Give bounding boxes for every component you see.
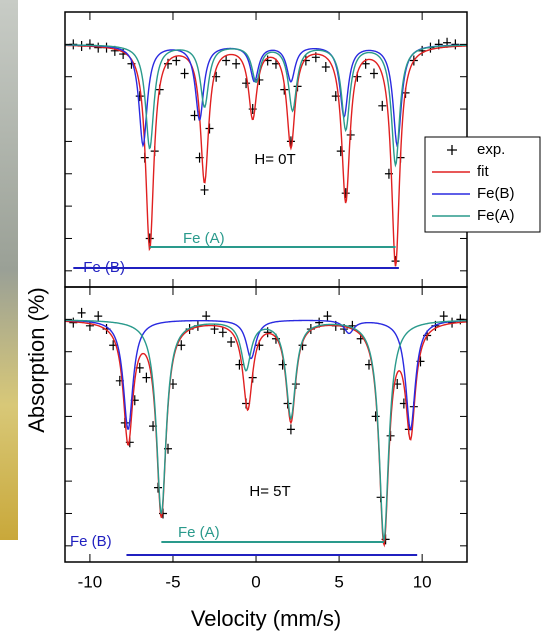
exp-point <box>94 311 103 322</box>
field-label: H= 0T <box>254 151 295 168</box>
panel-frame <box>64 286 468 563</box>
exp-point <box>369 68 378 79</box>
exp-point <box>451 39 460 50</box>
component-label: Fe (A) <box>183 230 225 247</box>
fit-curve <box>65 320 467 548</box>
x-tick-label: -5 <box>165 572 180 591</box>
photo-strip <box>0 0 18 540</box>
exp-point <box>323 311 332 322</box>
x-tick-label: 5 <box>334 572 343 591</box>
exp-point <box>242 78 251 89</box>
component-label: Fe (B) <box>70 533 112 550</box>
x-axis-label: Velocity (mm/s) <box>191 606 341 631</box>
exp-point <box>142 372 151 383</box>
exp-point <box>371 411 380 422</box>
fit-curve <box>65 44 467 168</box>
exp-point <box>341 188 350 199</box>
legend-label: Fe(B) <box>477 185 515 202</box>
exp-point <box>278 359 287 370</box>
exp-point <box>163 58 172 69</box>
exp-point <box>177 340 186 351</box>
exp-point <box>227 337 236 347</box>
exp-point <box>301 55 310 66</box>
exp-point <box>222 55 231 66</box>
exp-point <box>232 58 241 69</box>
exp-point <box>202 311 211 322</box>
legend: exp. fit Fe(B) Fe(A) <box>424 136 541 233</box>
field-label: H= 5T <box>249 483 290 500</box>
legend-label: fit <box>477 163 490 180</box>
exp-point <box>190 110 199 121</box>
panel <box>65 37 467 267</box>
legend-label: exp. <box>477 141 505 158</box>
exp-point <box>200 184 209 195</box>
exp-point <box>321 62 330 72</box>
legend-label: Fe(A) <box>477 207 515 224</box>
component-label: Fe (B) <box>83 259 125 276</box>
exp-point <box>172 55 181 66</box>
exp-point <box>286 424 295 435</box>
x-tick-label: 0 <box>251 572 260 591</box>
exp-point <box>77 307 86 318</box>
exp-point <box>218 327 227 338</box>
exp-point <box>286 136 295 147</box>
exp-point <box>180 68 189 79</box>
fit-curve <box>65 319 467 542</box>
y-axis-label: Absorption (%) <box>24 287 49 433</box>
exp-point <box>145 233 154 244</box>
x-tick-label: 10 <box>413 572 432 591</box>
exp-point <box>135 91 144 102</box>
exp-point <box>336 146 345 157</box>
exp-point <box>378 100 387 111</box>
exp-point <box>85 39 94 50</box>
panel <box>65 307 467 548</box>
plot-area: Fe (A) Fe (B) H= 0T -10 -5 0 5 10 Fe (A) Fe (B) H=… <box>24 11 541 631</box>
exp-point <box>439 311 448 322</box>
x-tick-label: -10 <box>78 572 103 591</box>
component-label: Fe (A) <box>178 524 220 541</box>
legend-swatch <box>447 145 457 155</box>
